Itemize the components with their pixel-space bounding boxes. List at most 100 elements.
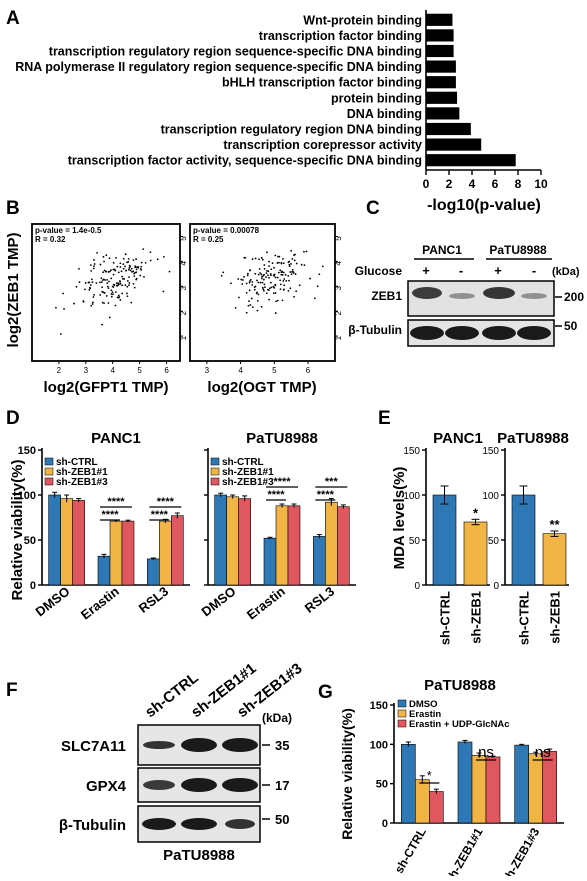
scatter-point (240, 278, 243, 281)
go-term-label: transcription regulatory region DNA bind… (161, 123, 422, 137)
scatter-point (222, 271, 225, 274)
scatter-point (110, 289, 113, 292)
chart-title: PANC1 (433, 430, 483, 447)
legend-label: Erastin + UDP-GlcNAc (409, 719, 510, 730)
scatter-point (124, 253, 127, 256)
scatter-point (288, 265, 291, 268)
scatter-point (309, 277, 312, 280)
scatter-point (129, 269, 132, 272)
scatter-point (93, 259, 95, 261)
bar (528, 753, 543, 824)
bar (60, 498, 73, 586)
scatter-point (269, 281, 272, 284)
scatter-point (73, 302, 75, 305)
x-tick-label: 6 (164, 366, 169, 375)
scatter-point (90, 270, 93, 272)
go-term-label: transcription factor activity, sequence-… (68, 154, 422, 168)
scatter-point (75, 285, 78, 288)
scatter-point (276, 299, 279, 302)
scatter-point (119, 282, 122, 285)
scatter-point (116, 265, 119, 268)
scatter-point (128, 267, 131, 269)
scatter-point (103, 260, 105, 263)
y-tick-label: 150 (482, 446, 499, 457)
legend-label: sh-CTRL (222, 457, 264, 468)
scatter-point (274, 312, 277, 314)
scatter-point (247, 304, 250, 307)
marker-35: 35 (275, 738, 289, 753)
scatter-point (106, 285, 109, 288)
bar (72, 500, 85, 586)
panel-c-label: C (366, 198, 380, 219)
scatter-point (109, 270, 111, 273)
scatter-point (256, 299, 259, 302)
scatter-point (126, 285, 129, 288)
scatter-point (249, 278, 252, 281)
glucose-label: Glucose (355, 264, 403, 278)
scatter-point (100, 281, 103, 284)
scatter-point (112, 293, 114, 296)
y-tick-label: 0 (30, 580, 36, 592)
y-tick-label: 4 (179, 261, 188, 266)
scatter-point (89, 287, 92, 290)
scatter-point (128, 282, 131, 284)
scatter-point (280, 262, 283, 265)
scatter-point (278, 255, 281, 258)
scatter-point (288, 263, 291, 266)
scatter-point (91, 281, 94, 284)
scatter-point (131, 270, 133, 273)
category-label: Erastin (244, 584, 288, 623)
scatter-point (289, 287, 292, 290)
go-term-label: DNA binding (347, 107, 422, 121)
scatter-point (265, 292, 268, 295)
scatter-point (92, 301, 94, 304)
glucose-lane-2: - (459, 263, 463, 278)
scatter-point (287, 289, 290, 292)
y-tick-label: 1 (179, 335, 188, 340)
scatter-point (268, 260, 270, 263)
category-label: sh-ZEB1#3 (499, 825, 542, 876)
glucose-lane-1: + (422, 263, 430, 278)
scatter-point (298, 284, 301, 287)
scatter-point (290, 262, 292, 265)
scatter-point (295, 262, 298, 265)
scatter-point (122, 257, 125, 260)
scatter-point (125, 269, 128, 272)
scatter-point (263, 290, 265, 292)
bar (429, 791, 444, 824)
panel-e-chart-panc1: PANC1 0 50 100 150 sh-CTRL * sh-ZEB1 (403, 430, 490, 645)
scatter-point (283, 278, 286, 280)
scatter-point (272, 292, 275, 295)
marker-200: 200 (564, 290, 584, 304)
scatter-point (251, 284, 254, 286)
significance-label: **** (101, 509, 119, 521)
scatter-point (143, 276, 145, 278)
scatter-point (259, 272, 262, 274)
scatter-point (245, 291, 248, 294)
scatter-point (268, 287, 271, 290)
scatter-point (265, 272, 268, 275)
legend-swatch (210, 477, 220, 486)
significance-label: ns (478, 744, 494, 761)
scatter-point (256, 309, 259, 312)
scatter-point (112, 286, 115, 288)
go-term-bar (426, 60, 456, 73)
scatter-point (108, 280, 110, 283)
scatter-point (119, 280, 122, 283)
scatter-point (267, 274, 269, 277)
scatter-point (111, 291, 114, 294)
legend-label: sh-ZEB1#1 (56, 467, 108, 478)
scatter-point (279, 283, 282, 286)
scatter-point (261, 286, 264, 289)
bar (97, 555, 111, 586)
scatter-point (270, 268, 273, 271)
bar (432, 494, 457, 586)
scatter-point (279, 269, 282, 272)
y-tick-label: 150 (370, 700, 388, 712)
scatter-point (132, 259, 135, 262)
scatter-point (293, 295, 295, 298)
tubulin-label-c: β-Tubulin (348, 323, 402, 337)
scatter-point (268, 265, 270, 267)
significance-label: * (473, 505, 479, 520)
